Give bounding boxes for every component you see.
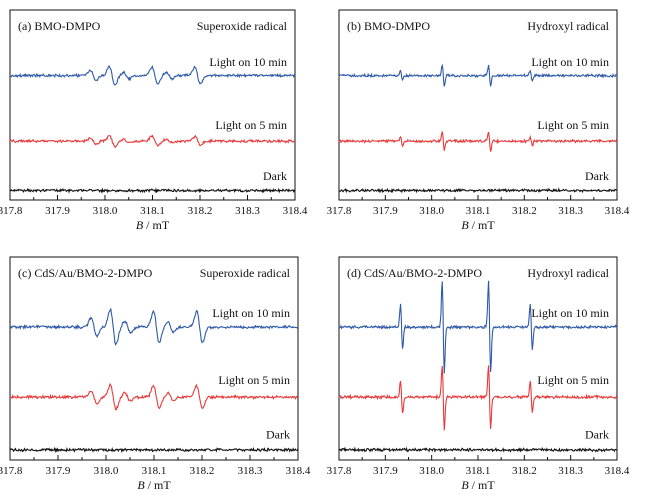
x-tick-label: 317.8: [327, 465, 352, 477]
spectrum-line-light-10min: [338, 280, 618, 374]
x-tick-label: 318.3: [558, 465, 583, 477]
spectrum-line-light-5min: [9, 382, 299, 411]
series-label: Light on 10 min: [212, 306, 290, 320]
x-tick-label: 318.1: [142, 465, 167, 477]
series-label: Light on 5 min: [537, 373, 609, 387]
x-axis-label: B / mT: [136, 218, 170, 232]
x-tick-label: 318.4: [605, 205, 630, 217]
x-tick-label: 318.0: [93, 205, 118, 217]
spectrum-line-light-5min: [338, 131, 618, 152]
panel-label: (d) CdS/Au/BMO-2-DMPO: [347, 266, 482, 280]
plot-frame: [9, 256, 299, 461]
series-label: Dark: [585, 169, 609, 183]
series-label: Light on 5 min: [215, 118, 287, 132]
x-tick-label: 318.2: [512, 465, 537, 477]
spectrum-line-dark: [338, 187, 618, 194]
spectrum-line-light-10min: [9, 65, 296, 86]
x-tick-label: 318.3: [235, 205, 260, 217]
series-label: Light on 10 min: [209, 55, 287, 69]
panel-label: (b) BMO-DMPO: [347, 19, 430, 33]
x-tick-label: 317.9: [46, 465, 71, 477]
x-axis-label: B / mT: [461, 478, 495, 492]
x-tick-label: 318.4: [286, 465, 311, 477]
panel-a: (a) BMO-DMPO Superoxide radical 317.8 317.9…: [0, 9, 308, 232]
series-label: Light on 10 min: [531, 55, 609, 69]
radical-label: Hydroxyl radical: [527, 19, 609, 33]
x-tick-label: 317.8: [327, 205, 352, 217]
x-tick-label: 317.8: [0, 205, 23, 217]
series-label: Dark: [263, 169, 287, 183]
x-tick-label: 318.3: [558, 205, 583, 217]
spectrum-line-light-5min: [9, 134, 296, 149]
x-tick-label: 318.2: [512, 205, 537, 217]
plot-frame: [338, 256, 618, 461]
x-tick-label: 317.8: [0, 465, 23, 477]
panel-label: (c) CdS/Au/BMO-2-DMPO: [18, 266, 153, 280]
radical-label: Superoxide radical: [200, 266, 291, 280]
spectrum-line-light-5min: [338, 365, 618, 431]
x-tick-label: 318.1: [140, 205, 165, 217]
x-tick-label: 317.9: [373, 465, 398, 477]
x-tick-label: 318.2: [188, 205, 213, 217]
x-tick-label: 318.0: [94, 465, 119, 477]
plot-frame: [338, 9, 618, 201]
panel-d: (d) CdS/Au/BMO-2-DMPO Hydroxyl radical 317…: [327, 256, 630, 492]
plot-frame: [9, 9, 296, 201]
spectrum-line-dark: [9, 187, 296, 194]
x-axis-label: B / mT: [137, 478, 171, 492]
radical-label: Hydroxyl radical: [527, 266, 609, 280]
radical-label: Superoxide radical: [197, 19, 288, 33]
x-tick-label: 318.4: [605, 465, 630, 477]
x-tick-label: 317.9: [373, 205, 398, 217]
spectrum-line-light-10min: [338, 63, 618, 87]
panel-b: (b) BMO-DMPO Hydroxyl radical 317.8 317.9 31…: [327, 9, 630, 232]
series-label: Dark: [585, 428, 609, 442]
x-axis-label: B / mT: [461, 218, 495, 232]
spectrum-line-light-10min: [9, 307, 299, 346]
spectrum-line-dark: [9, 446, 299, 454]
series-label: Light on 10 min: [531, 306, 609, 320]
series-label: Dark: [266, 428, 290, 442]
x-tick-label: 318.3: [238, 465, 263, 477]
x-tick-label: 318.1: [466, 465, 491, 477]
panel-c: (c) CdS/Au/BMO-2-DMPO Superoxide radical 3…: [0, 256, 311, 492]
series-label: Light on 5 min: [537, 118, 609, 132]
spectrum-line-dark: [338, 446, 618, 453]
x-tick-label: 318.0: [419, 465, 444, 477]
x-tick-label: 317.9: [45, 205, 70, 217]
x-tick-label: 318.0: [419, 205, 444, 217]
panel-label: (a) BMO-DMPO: [18, 19, 101, 33]
x-tick-label: 318.2: [190, 465, 215, 477]
x-tick-label: 318.1: [466, 205, 491, 217]
series-label: Light on 5 min: [218, 373, 290, 387]
x-tick-label: 318.4: [283, 205, 308, 217]
